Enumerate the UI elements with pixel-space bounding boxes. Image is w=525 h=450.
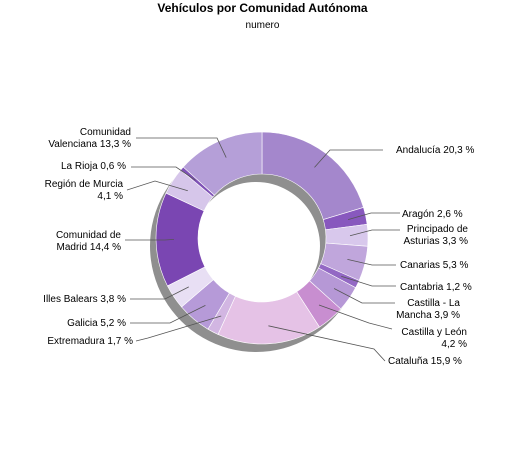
leader-line-5: [333, 288, 395, 304]
slice-label-4: Cantabria 1,2 %: [400, 282, 472, 293]
chart-subtitle: numero: [245, 20, 280, 31]
slice-label-10: Illes Balears 3,8 %: [43, 294, 126, 305]
chart-title: Vehículos por Comunidad Autónoma: [157, 1, 368, 15]
leader-line-14: [136, 137, 227, 158]
leader-line-3: [347, 259, 396, 266]
slice-label-7: Cataluña 15,9 %: [388, 356, 462, 367]
slice-label-8: Extremadura 1,7 %: [47, 336, 133, 347]
leader-lines: [125, 137, 400, 362]
slice-label-13: La Rioja 0,6 %: [61, 161, 126, 172]
slice-label-3: Canarias 5,3 %: [400, 260, 468, 271]
slice-label-14: Comunidad Valenciana 13,3 %: [48, 127, 131, 150]
leader-line-11: [125, 239, 175, 241]
slice-labels: Andalucía 20,3 % Aragón 2,6 % Principado d…: [43, 127, 474, 367]
leader-line-2: [349, 229, 400, 237]
leader-line-10: [130, 286, 189, 300]
leader-line-6: [318, 304, 393, 330]
leader-line-12: [126, 180, 188, 192]
slice-label-11: Comunidad de Madrid 14,4 %: [56, 230, 121, 253]
slice-label-0: Andalucía 20,3 %: [396, 145, 474, 156]
leader-line-1: [347, 212, 400, 220]
slice-label-9: Galicia 5,2 %: [67, 318, 126, 329]
slice-14[interactable]: [182, 131, 263, 196]
slice-label-1: Aragón 2,6 %: [402, 209, 463, 220]
slice-label-6: Castilla y León 4,2 %: [401, 327, 467, 350]
slice-label-12: Región de Murcia 4,1 %: [45, 179, 124, 202]
leader-line-4: [341, 275, 396, 287]
leader-line-13: [131, 166, 196, 181]
slice-label-5: Castilla - La Mancha 3,9 %: [396, 298, 460, 321]
donut-slices: [155, 131, 369, 345]
leader-line-7: [268, 325, 386, 362]
leader-line-9: [130, 305, 206, 324]
slice-label-2: Principado de Asturias 3,3 %: [404, 224, 469, 247]
leader-line-8: [135, 315, 222, 342]
leader-line-0: [314, 149, 383, 168]
